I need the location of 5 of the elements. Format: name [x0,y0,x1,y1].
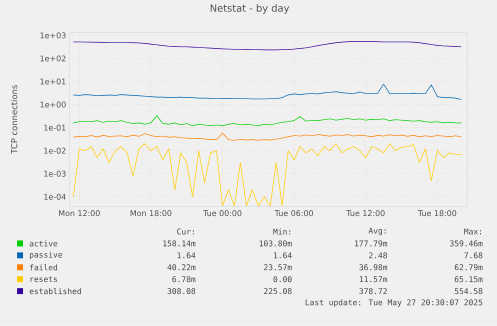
line-series [72,143,462,206]
line-series [72,132,462,141]
line-series [72,115,462,126]
y-axis-title: TCP connections [10,85,18,154]
chart-title: Netstat - by day [210,4,290,14]
